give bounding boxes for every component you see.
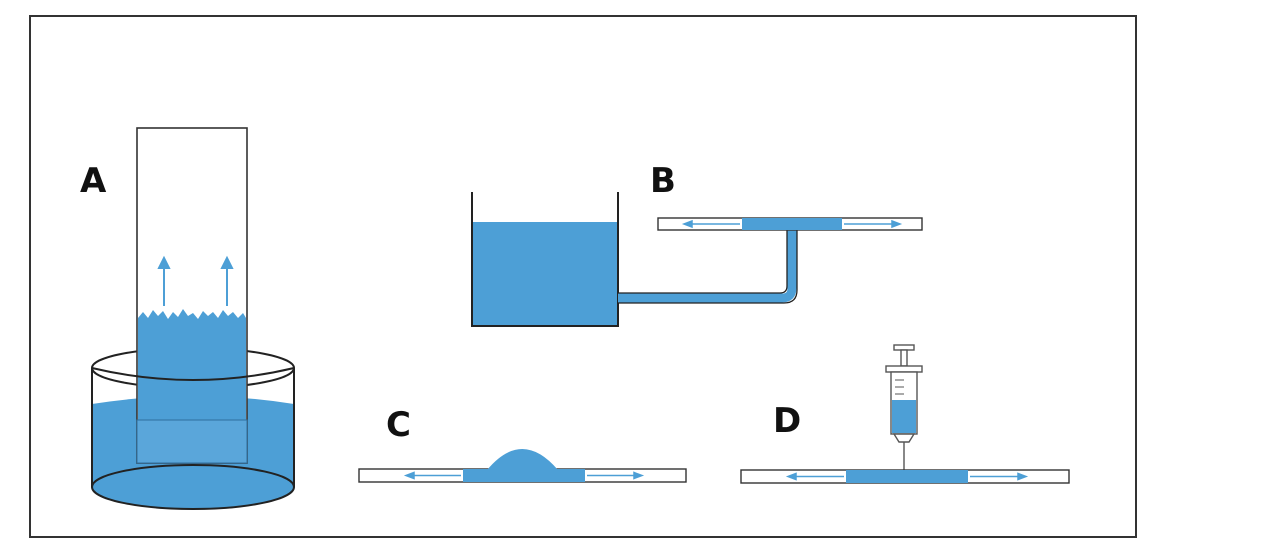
feed-tube-inner xyxy=(618,229,798,304)
flow-arrow-icon xyxy=(587,471,645,480)
panel-a: A xyxy=(80,127,295,510)
beaker-bottom xyxy=(91,464,295,510)
panel-b: B xyxy=(471,161,923,327)
droplet xyxy=(487,449,558,470)
flow-arrow-icon xyxy=(785,472,844,481)
submerged-strip xyxy=(136,419,248,464)
panel-label-d: D xyxy=(773,401,801,441)
upward-arrow-icon xyxy=(157,255,171,306)
strip-c-wetted xyxy=(463,469,585,482)
reservoir-outline xyxy=(471,192,619,327)
panel-c: C xyxy=(358,405,687,483)
flow-arrow-icon xyxy=(681,219,740,229)
flow-arrow-icon xyxy=(970,472,1029,481)
panel-label-a: A xyxy=(80,161,107,201)
strip-d-wetted xyxy=(846,470,968,483)
panel-d: D xyxy=(740,344,1070,484)
beaker-rim-front xyxy=(91,367,295,381)
feed-tube-outer xyxy=(618,229,788,294)
syringe-icon xyxy=(885,344,923,470)
flow-arrow-icon xyxy=(844,219,903,229)
strip-b-wetted xyxy=(742,218,842,230)
reservoir-liquid xyxy=(472,222,618,326)
feed-tube-liquid xyxy=(618,229,797,303)
panel-label-b: B xyxy=(650,161,676,201)
flow-arrow-icon xyxy=(403,471,461,480)
upward-arrow-icon xyxy=(220,255,234,306)
panel-label-c: C xyxy=(386,405,411,445)
